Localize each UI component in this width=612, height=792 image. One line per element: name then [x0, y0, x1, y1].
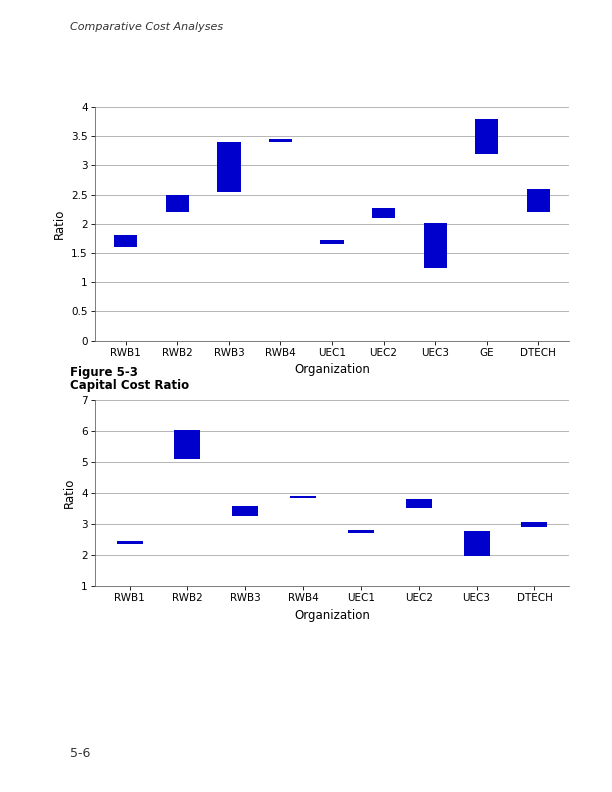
Text: 5-6: 5-6 [70, 748, 91, 760]
Bar [464, 531, 490, 556]
Text: Figure 5-3: Figure 5-3 [70, 366, 138, 379]
Bar [372, 208, 395, 218]
Bar [406, 499, 432, 508]
Bar [348, 531, 374, 533]
Bar [232, 506, 258, 516]
Bar [475, 119, 498, 154]
X-axis label: Organization: Organization [294, 363, 370, 376]
Text: Capital Cost Ratio: Capital Cost Ratio [70, 379, 190, 392]
Bar [114, 235, 137, 247]
Bar [321, 240, 343, 244]
Bar [174, 430, 200, 459]
Bar [269, 139, 292, 142]
Bar [424, 223, 447, 268]
Y-axis label: Ratio: Ratio [63, 478, 76, 508]
Text: Comparative Cost Analyses: Comparative Cost Analyses [70, 22, 223, 32]
Bar [521, 523, 548, 527]
Bar [116, 541, 143, 544]
Y-axis label: Ratio: Ratio [53, 208, 65, 239]
X-axis label: Organization: Organization [294, 608, 370, 622]
Bar [166, 195, 189, 212]
Bar [290, 496, 316, 497]
Bar [217, 142, 241, 192]
Bar [527, 188, 550, 212]
